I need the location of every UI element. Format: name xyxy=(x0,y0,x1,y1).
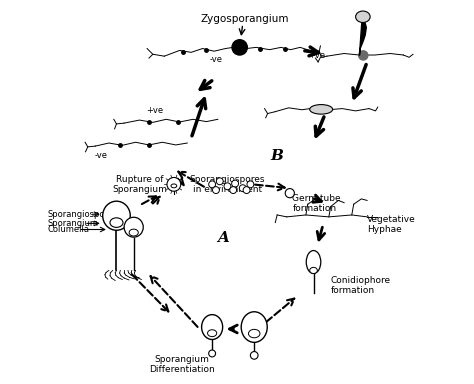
Circle shape xyxy=(209,350,216,357)
Circle shape xyxy=(230,187,237,194)
Text: Columella: Columella xyxy=(47,225,90,234)
Text: Germ tube
formation: Germ tube formation xyxy=(292,194,341,214)
Text: Sporangium: Sporangium xyxy=(47,219,99,228)
Circle shape xyxy=(167,177,181,191)
Ellipse shape xyxy=(310,104,333,114)
Circle shape xyxy=(216,178,223,185)
Text: Rupture of
Sporangium: Rupture of Sporangium xyxy=(112,175,167,194)
Circle shape xyxy=(359,51,368,60)
Circle shape xyxy=(239,185,246,192)
Text: Sporangiospores: Sporangiospores xyxy=(47,210,118,219)
Text: Vegetative
Hyphae: Vegetative Hyphae xyxy=(367,215,416,234)
Ellipse shape xyxy=(129,229,138,236)
Ellipse shape xyxy=(310,267,318,273)
Ellipse shape xyxy=(201,314,223,339)
Circle shape xyxy=(250,351,258,359)
Text: Sporangiospores
in environment: Sporangiospores in environment xyxy=(190,175,265,194)
Text: -ve: -ve xyxy=(95,151,108,160)
Text: A: A xyxy=(218,231,229,245)
Ellipse shape xyxy=(208,330,217,337)
Text: +ve: +ve xyxy=(308,51,325,60)
Text: -ve: -ve xyxy=(210,55,222,64)
Circle shape xyxy=(212,187,219,194)
Circle shape xyxy=(209,181,216,188)
Ellipse shape xyxy=(110,218,123,227)
Text: Sporangium
Differentiation: Sporangium Differentiation xyxy=(149,354,214,374)
Text: B: B xyxy=(271,149,283,163)
Ellipse shape xyxy=(171,184,177,188)
Ellipse shape xyxy=(356,11,370,23)
Ellipse shape xyxy=(124,217,143,237)
Ellipse shape xyxy=(241,312,267,343)
Ellipse shape xyxy=(248,329,260,338)
Ellipse shape xyxy=(103,201,130,230)
Polygon shape xyxy=(359,21,366,55)
Circle shape xyxy=(285,189,294,198)
Circle shape xyxy=(232,40,247,55)
Circle shape xyxy=(232,180,238,187)
Circle shape xyxy=(247,181,254,188)
Text: Conidiophore
formation: Conidiophore formation xyxy=(331,276,391,295)
Text: Zygosporangium: Zygosporangium xyxy=(201,14,289,24)
Text: +ve: +ve xyxy=(146,106,164,116)
Circle shape xyxy=(243,187,250,194)
Ellipse shape xyxy=(306,250,321,273)
Circle shape xyxy=(224,183,231,190)
